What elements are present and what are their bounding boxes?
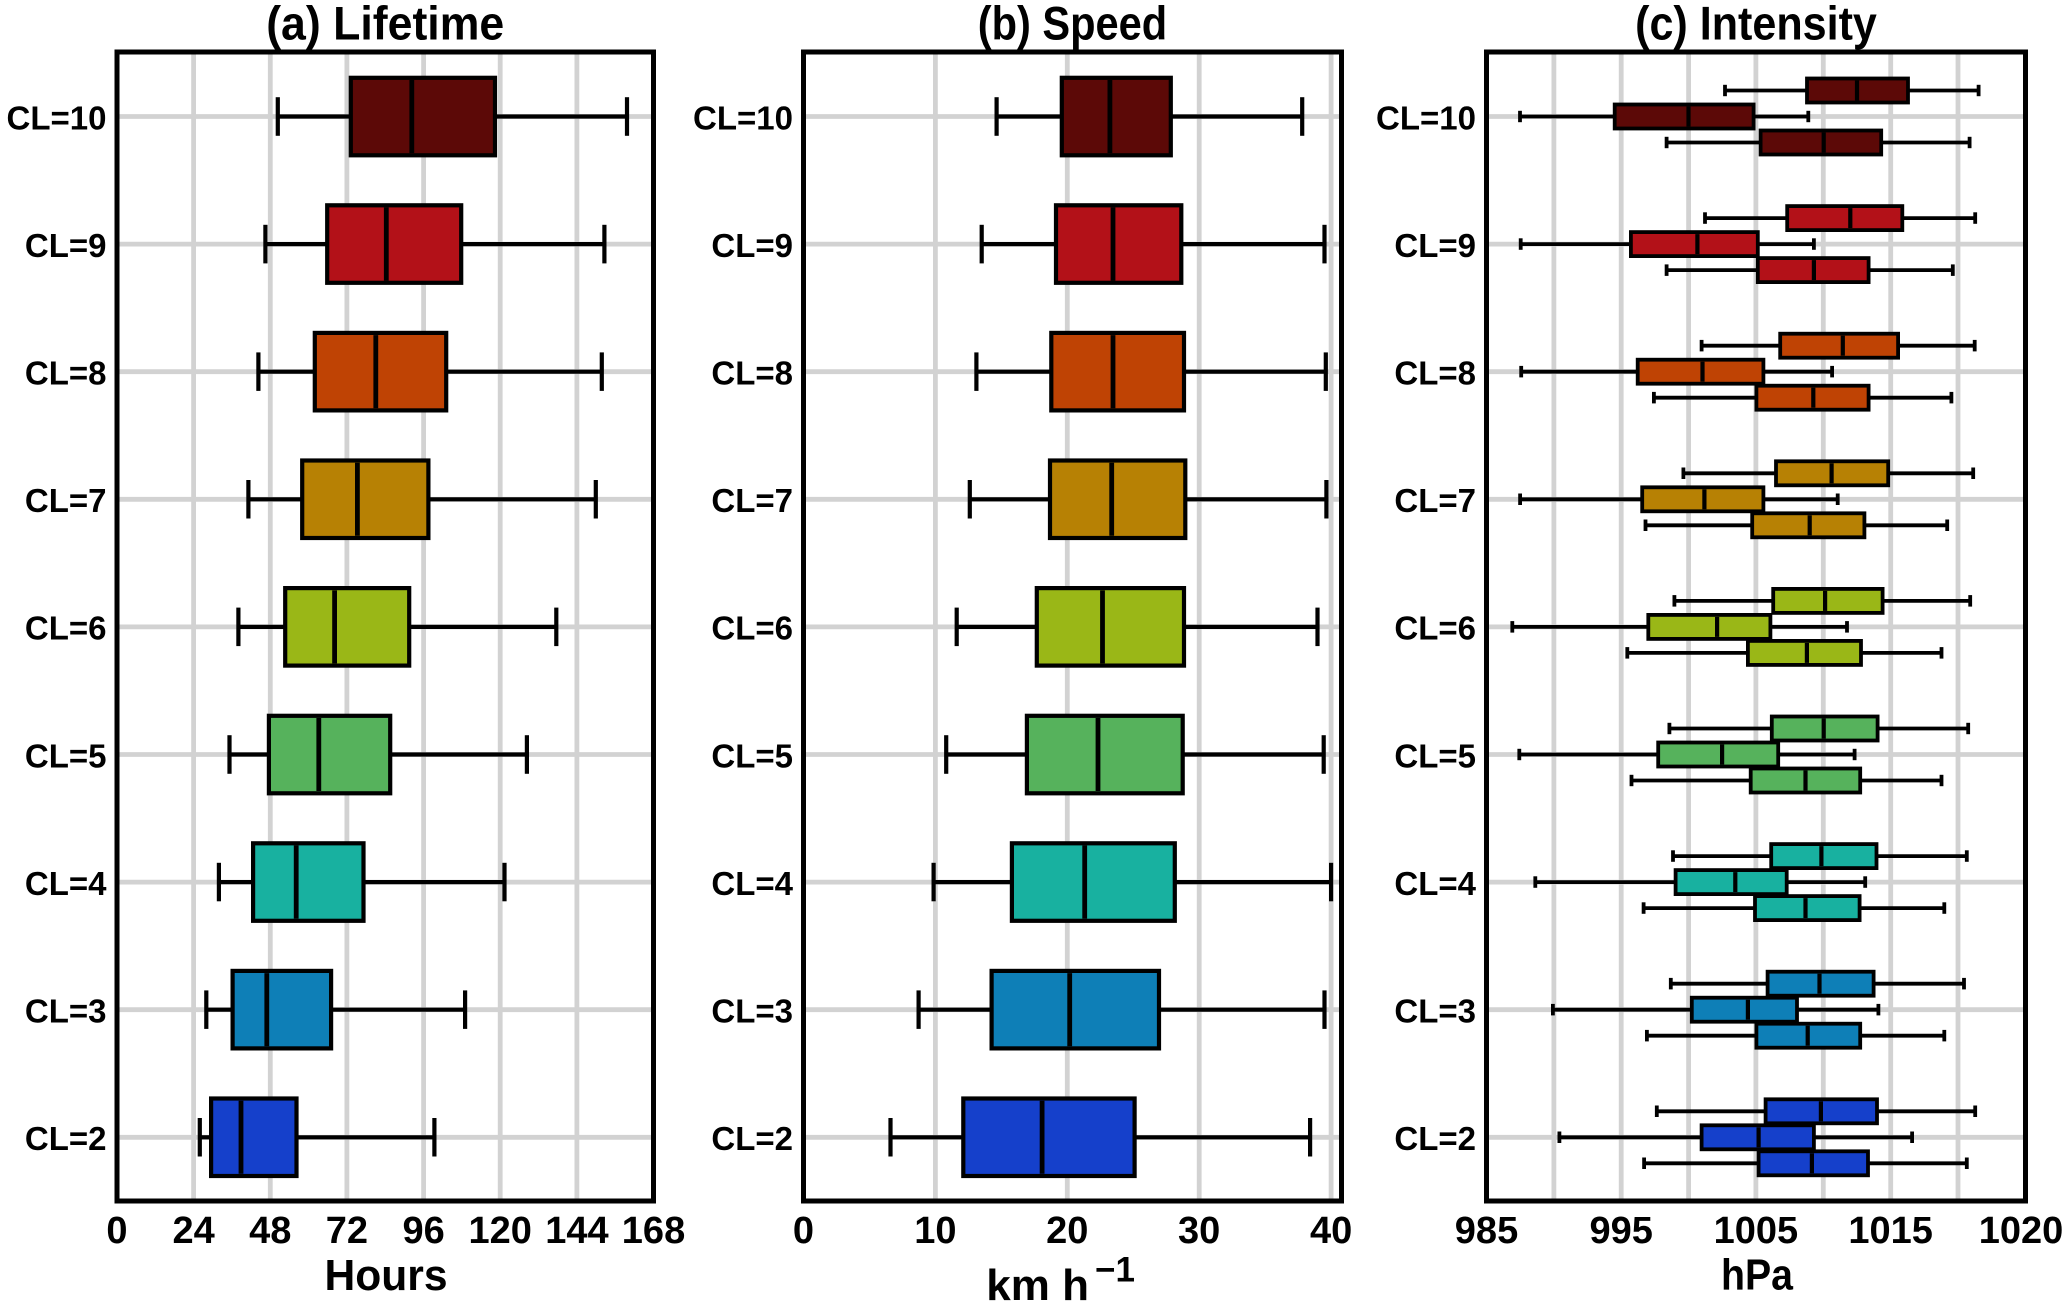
svg-text:CL=9: CL=9	[1394, 227, 1476, 264]
svg-text:24: 24	[172, 1210, 214, 1252]
svg-text:CL=4: CL=4	[25, 865, 107, 902]
svg-text:CL=4: CL=4	[1394, 865, 1476, 902]
svg-text:120: 120	[468, 1210, 531, 1252]
svg-text:CL=7: CL=7	[711, 482, 793, 519]
svg-text:CL=3: CL=3	[25, 993, 107, 1030]
svg-text:CL=9: CL=9	[711, 227, 793, 264]
svg-text:CL=2: CL=2	[25, 1120, 107, 1157]
svg-text:CL=8: CL=8	[25, 355, 107, 392]
svg-text:CL=6: CL=6	[711, 610, 793, 647]
svg-text:72: 72	[326, 1210, 368, 1252]
svg-text:CL=8: CL=8	[1394, 355, 1476, 392]
svg-text:CL=5: CL=5	[1394, 737, 1476, 774]
svg-text:(b) Speed: (b) Speed	[978, 0, 1167, 49]
svg-text:hPa: hPa	[1721, 1251, 1793, 1300]
svg-text:CL=3: CL=3	[1394, 993, 1476, 1030]
svg-text:CL=5: CL=5	[711, 737, 793, 774]
svg-text:1020: 1020	[1979, 1210, 2064, 1252]
svg-text:(a) Lifetime: (a) Lifetime	[266, 0, 504, 49]
svg-text:Hours: Hours	[325, 1251, 448, 1300]
svg-text:CL=5: CL=5	[25, 737, 107, 774]
svg-text:CL=3: CL=3	[711, 993, 793, 1030]
svg-text:CL=7: CL=7	[1394, 482, 1476, 519]
svg-text:0: 0	[106, 1210, 127, 1252]
svg-text:CL=7: CL=7	[25, 482, 107, 519]
svg-text:(c) Intensity: (c) Intensity	[1635, 0, 1877, 49]
svg-text:CL=2: CL=2	[1394, 1120, 1476, 1157]
svg-text:30: 30	[1178, 1210, 1220, 1252]
svg-text:96: 96	[402, 1210, 444, 1252]
svg-text:168: 168	[622, 1210, 685, 1252]
svg-text:CL=8: CL=8	[711, 355, 793, 392]
svg-text:20: 20	[1046, 1210, 1088, 1252]
svg-text:0: 0	[793, 1210, 814, 1252]
svg-text:1015: 1015	[1848, 1210, 1933, 1252]
svg-text:CL=4: CL=4	[711, 865, 793, 902]
svg-text:40: 40	[1310, 1210, 1352, 1252]
svg-text:995: 995	[1589, 1210, 1652, 1252]
svg-text:CL=6: CL=6	[1394, 610, 1476, 647]
svg-text:CL=6: CL=6	[25, 610, 107, 647]
svg-text:985: 985	[1455, 1210, 1518, 1252]
svg-text:10: 10	[914, 1210, 956, 1252]
svg-text:CL=10: CL=10	[7, 99, 107, 136]
svg-text:144: 144	[545, 1210, 608, 1252]
svg-text:1005: 1005	[1714, 1210, 1799, 1252]
svg-text:CL=10: CL=10	[1376, 99, 1476, 136]
svg-text:CL=9: CL=9	[25, 227, 107, 264]
svg-text:48: 48	[249, 1210, 291, 1252]
svg-text:CL=10: CL=10	[693, 99, 793, 136]
svg-text:CL=2: CL=2	[711, 1120, 793, 1157]
